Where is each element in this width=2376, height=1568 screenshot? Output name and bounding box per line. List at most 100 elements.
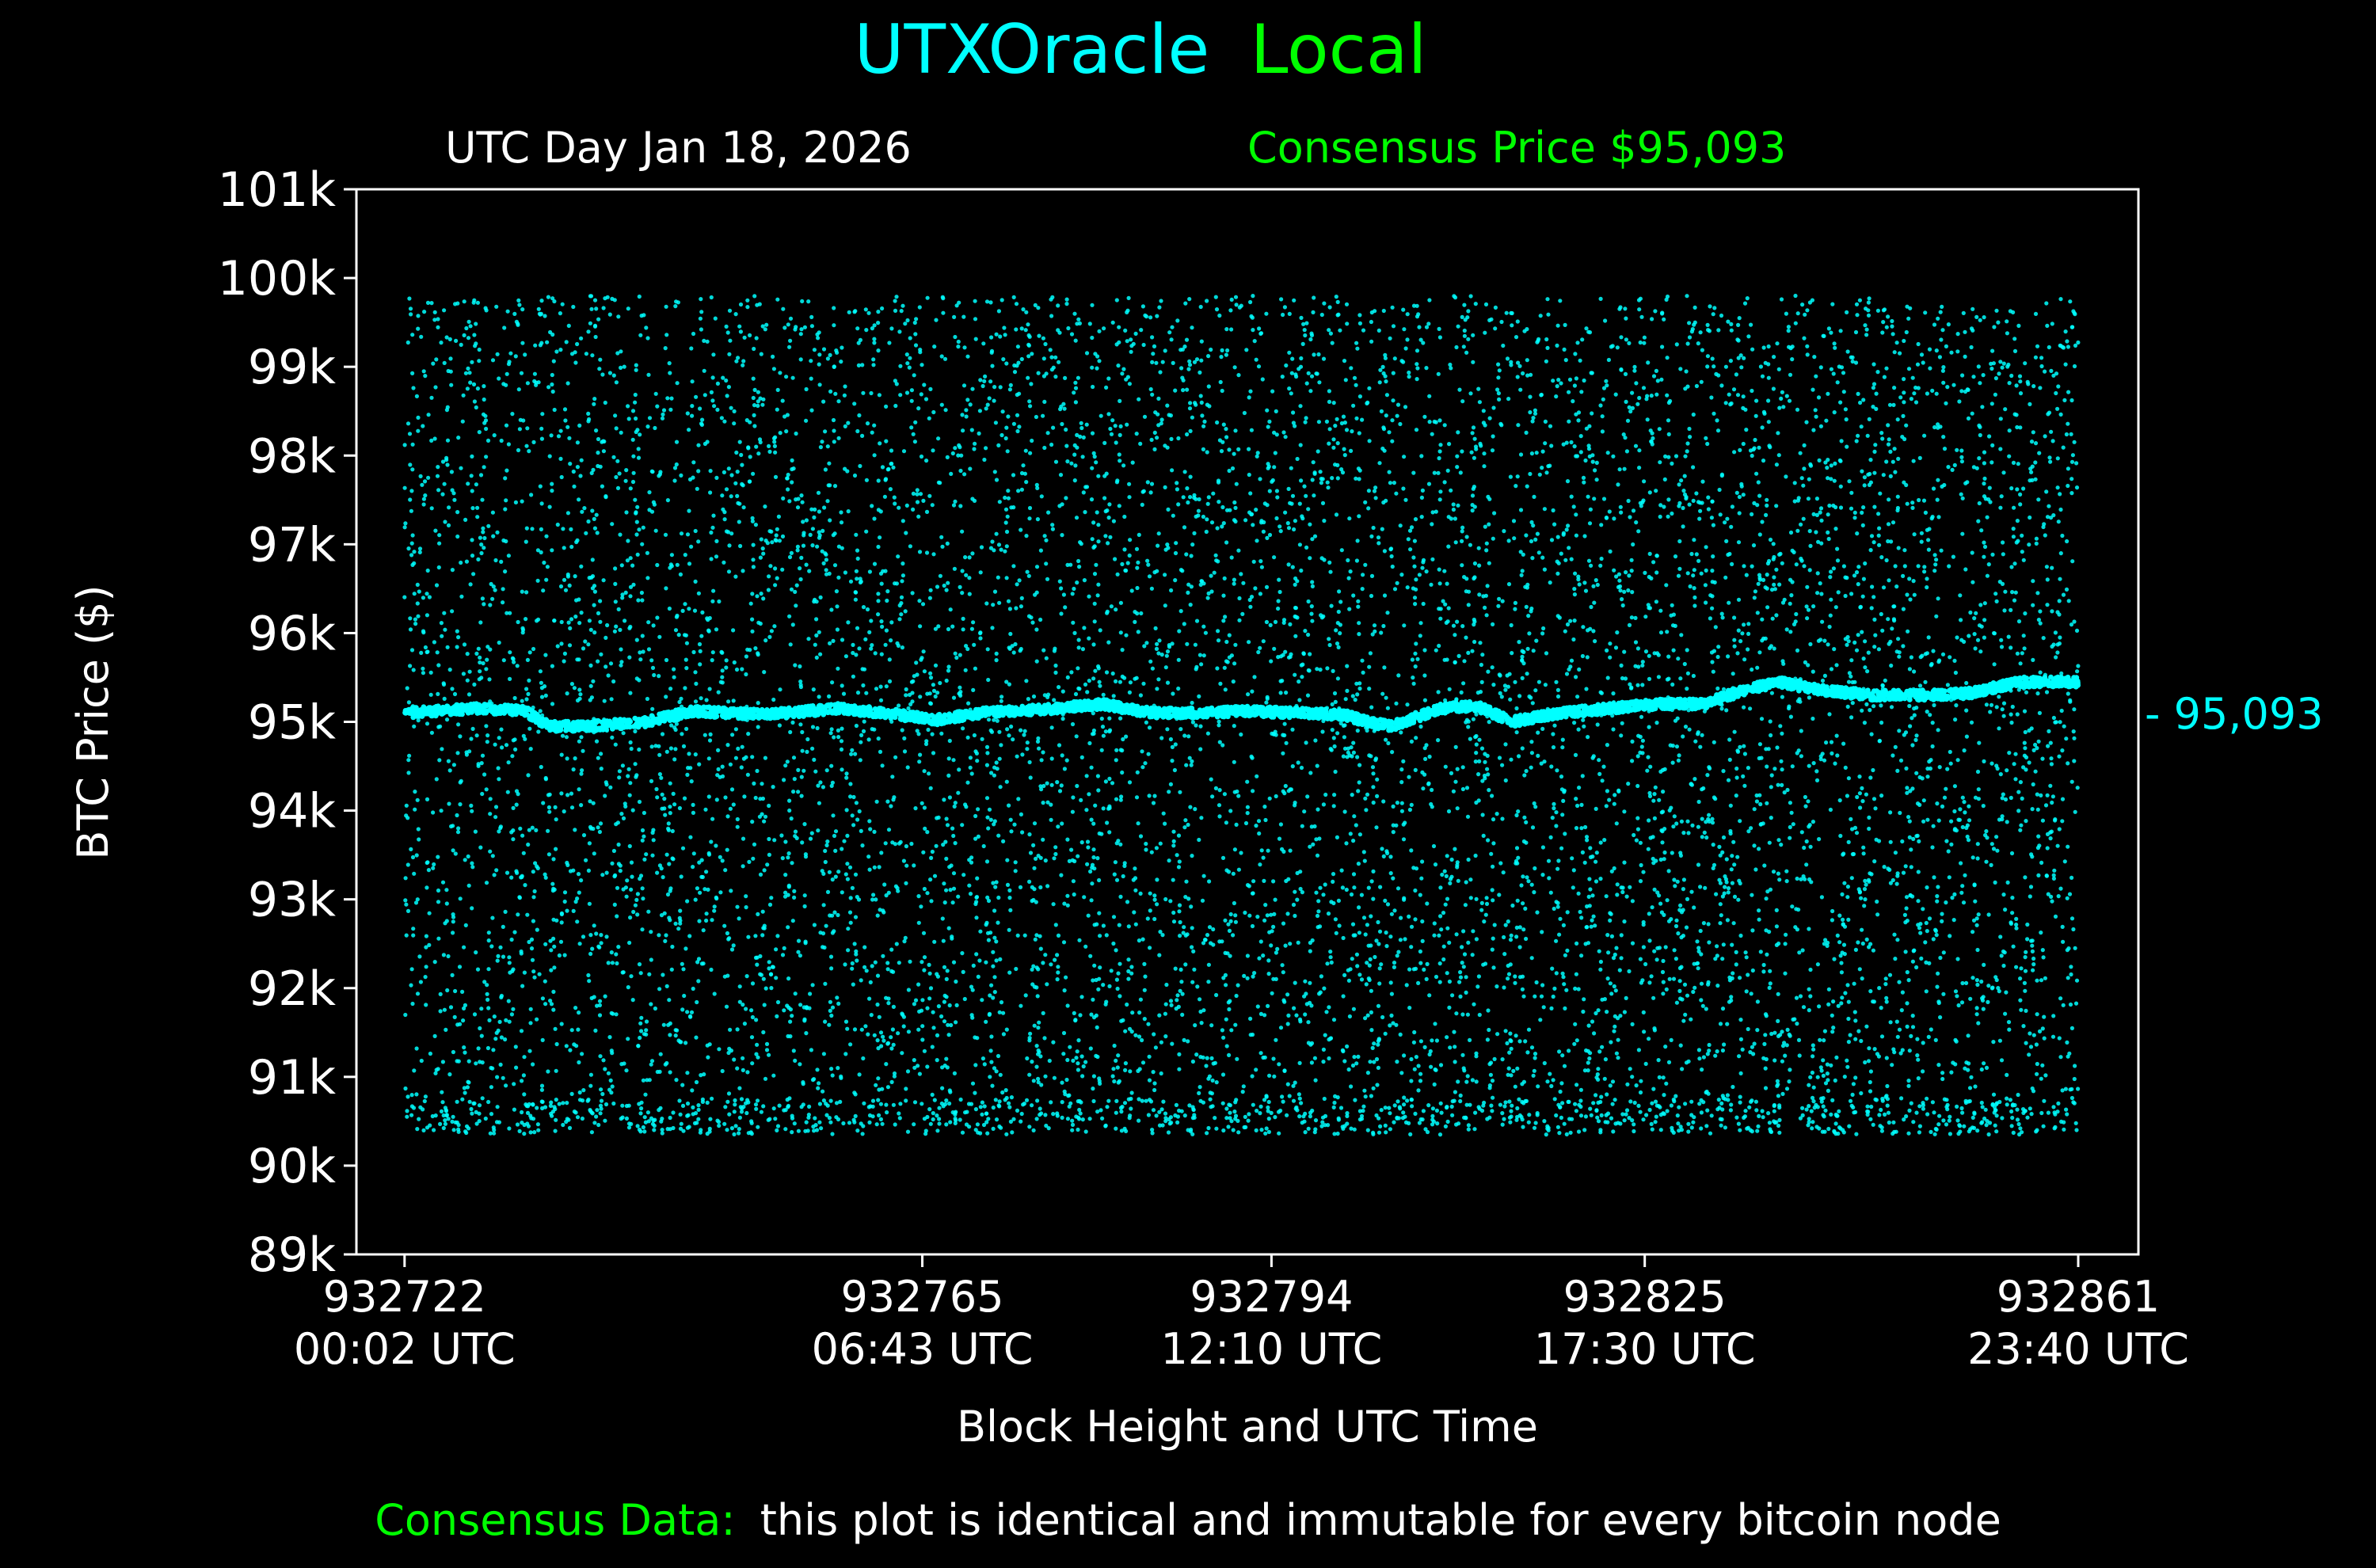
scatter-point (2023, 611, 2028, 616)
scatter-point (1804, 839, 1809, 844)
scatter-point (1928, 713, 1932, 717)
scatter-point (1629, 615, 1634, 620)
scatter-point (1232, 900, 1236, 906)
scatter-point (1169, 1003, 1174, 1007)
scatter-point (1482, 451, 1487, 456)
scatter-point (1730, 561, 1734, 567)
scatter-point (642, 810, 647, 816)
scatter-point (2072, 707, 2077, 712)
scatter-point (1519, 573, 1524, 577)
scatter-point (1851, 1082, 1856, 1087)
scatter-point (854, 569, 859, 573)
scatter-point (1624, 316, 1628, 321)
scatter-point (1891, 402, 1896, 407)
scatter-point (1212, 570, 1217, 575)
scatter-point (644, 852, 649, 857)
scatter-point (432, 1033, 437, 1038)
scatter-point (1468, 294, 1473, 299)
scatter-point (1919, 956, 1924, 961)
scatter-point (525, 657, 531, 663)
scatter-point (1655, 946, 1660, 950)
scatter-point (699, 696, 703, 701)
scatter-point (812, 348, 817, 352)
scatter-point (1272, 1074, 1277, 1079)
scatter-point (1776, 367, 1781, 371)
scatter-point (1034, 482, 1039, 488)
scatter-point (1732, 450, 1737, 455)
scatter-point (550, 881, 555, 886)
scatter-point (1155, 314, 1159, 318)
scatter-point (461, 1018, 466, 1023)
scatter-point (1218, 681, 1223, 687)
scatter-point (1806, 607, 1811, 612)
scatter-point (1335, 417, 1339, 421)
scatter-point (660, 1117, 664, 1121)
scatter-point (1671, 648, 1676, 653)
scatter-point (769, 629, 775, 634)
scatter-point (1194, 667, 1198, 672)
scatter-point (725, 814, 730, 819)
scatter-point (1861, 657, 1866, 661)
scatter-point (535, 1122, 541, 1127)
scatter-point (1058, 407, 1063, 412)
scatter-point (817, 362, 821, 367)
scatter-point (937, 1117, 942, 1121)
scatter-point (1818, 637, 1823, 642)
scatter-point (786, 851, 791, 856)
scatter-point (1603, 318, 1608, 323)
scatter-point (512, 930, 517, 934)
scatter-point (1996, 320, 2001, 325)
scatter-point (800, 299, 805, 303)
scatter-point (2065, 339, 2069, 344)
scatter-point (1053, 355, 1058, 360)
scatter-point (967, 576, 972, 580)
scatter-point (1198, 370, 1202, 375)
scatter-point (958, 445, 962, 450)
scatter-point (764, 322, 769, 327)
scatter-point (928, 786, 933, 790)
scatter-point (1662, 1093, 1666, 1098)
scatter-point (1240, 611, 1245, 617)
scatter-point (793, 589, 798, 595)
scatter-point (546, 385, 551, 390)
scatter-point (1264, 311, 1269, 316)
scatter-point (683, 686, 687, 691)
scatter-point (744, 1110, 749, 1116)
scatter-point (1647, 1037, 1651, 1041)
scatter-point (857, 646, 862, 651)
scatter-point (1041, 356, 1046, 361)
scatter-point (1853, 1018, 1858, 1023)
scatter-point (624, 894, 629, 899)
scatter-point (836, 870, 841, 874)
scatter-point (586, 868, 592, 873)
scatter-point (1804, 604, 1809, 609)
scatter-point (916, 982, 921, 987)
scatter-point (1115, 572, 1120, 577)
scatter-point (1911, 836, 1916, 841)
scatter-point (1486, 838, 1491, 843)
scatter-point (2025, 937, 2030, 942)
scatter-point (1399, 767, 1404, 772)
scatter-point (767, 443, 771, 449)
scatter-point (2018, 661, 2023, 666)
scatter-point (545, 340, 550, 344)
scatter-point (1373, 629, 1377, 634)
scatter-point (1528, 471, 1533, 477)
scatter-point (402, 443, 407, 447)
scatter-point (1441, 911, 1446, 915)
scatter-point (762, 1003, 767, 1007)
scatter-point (1728, 359, 1733, 363)
scatter-point (595, 531, 600, 535)
scatter-point (1531, 1073, 1536, 1078)
scatter-point (1552, 986, 1557, 991)
scatter-point (1577, 667, 1582, 672)
scatter-point (1883, 678, 1887, 683)
scatter-point (867, 867, 872, 872)
scatter-point (641, 649, 645, 654)
scatter-point (922, 1049, 927, 1053)
scatter-point (454, 338, 459, 343)
scatter-point (1296, 940, 1300, 945)
scatter-point (889, 804, 893, 809)
scatter-point (1308, 844, 1312, 849)
scatter-point (453, 851, 458, 856)
